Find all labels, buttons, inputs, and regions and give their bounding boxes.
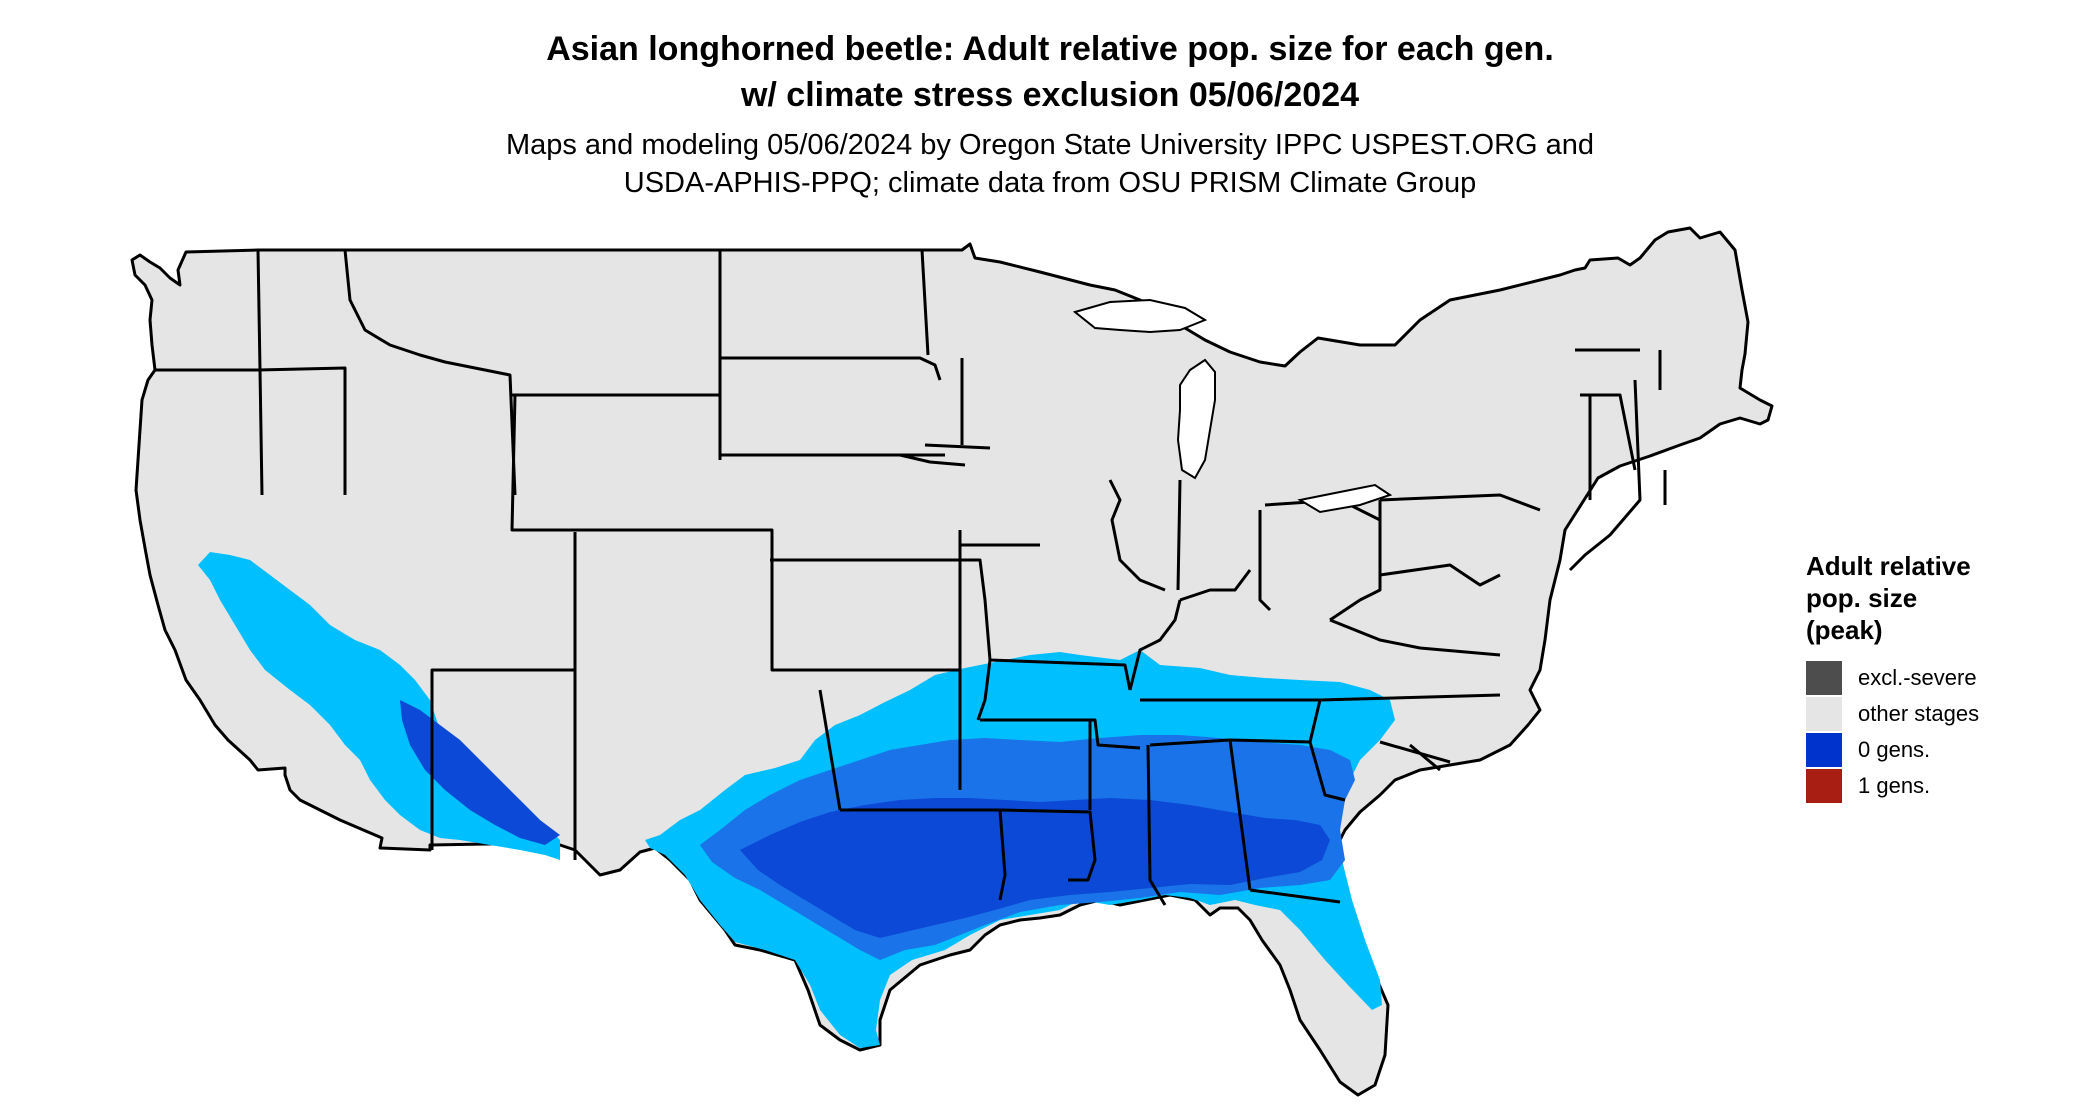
legend-swatch (1806, 697, 1842, 731)
legend-label: excl.-severe (1858, 665, 1977, 690)
subtitle-line-1: Maps and modeling 05/06/2024 by Oregon S… (505, 129, 1595, 161)
lake-superior (1072, 298, 1208, 334)
title-line-1: Asian longhorned beetle: Adult relative … (546, 30, 1554, 68)
lake-michigan (1176, 358, 1216, 480)
legend-swatch (1806, 733, 1842, 767)
title-line-2: w/ climate stress exclusion 05/06/2024 (740, 76, 1360, 114)
legend-title-line-3: (peak) (1806, 615, 1883, 645)
legend-item-0-gens: 0 gens. (1806, 732, 1979, 768)
legend-label: other stages (1858, 701, 1980, 726)
zone-dark-blue-sw (400, 700, 560, 845)
zone-dark-blue (740, 798, 1330, 938)
legend-title: Adult relative pop. size (peak) (1806, 550, 1979, 646)
legend-swatch (1806, 661, 1842, 695)
legend-label: 1 gens. (1858, 773, 1931, 798)
map-title: Asian longhorned beetle: Adult relative … (0, 26, 2100, 118)
legend-swatch (1806, 769, 1842, 803)
legend-item-1-gens: 1 gens. (1806, 768, 1979, 804)
legend-label: 0 gens. (1858, 737, 1931, 762)
legend-item-other-stages: other stages (1806, 696, 1979, 732)
legend-title-line-2: pop. size (1806, 583, 1918, 613)
map-subtitle: Maps and modeling 05/06/2024 by Oregon S… (0, 126, 2100, 202)
state-borders (155, 249, 1667, 906)
us-land (130, 226, 1774, 1097)
legend-item-excl-severe: excl.-severe (1806, 660, 1979, 696)
lake-erie (1297, 483, 1393, 514)
legend-title-line-1: Adult relative (1806, 551, 1971, 581)
legend: Adult relative pop. size (peak) excl.-se… (1806, 550, 1979, 804)
subtitle-line-2: USDA-APHIS-PPQ; climate data from OSU PR… (623, 167, 1477, 199)
